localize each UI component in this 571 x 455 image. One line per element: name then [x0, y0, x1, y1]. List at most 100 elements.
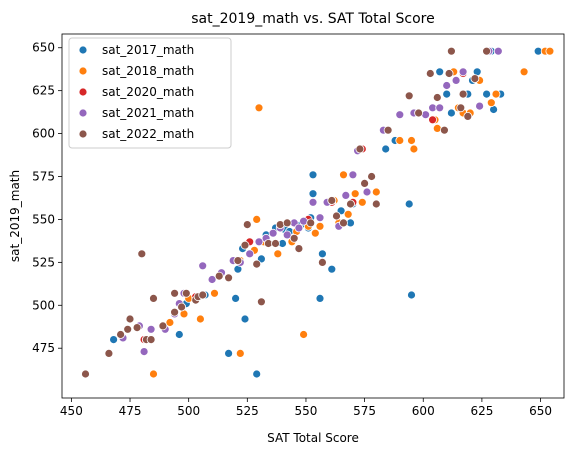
- y-axis-label: sat_2019_math: [8, 170, 22, 262]
- x-tick-label: 650: [529, 404, 552, 418]
- legend-marker: [78, 129, 88, 139]
- data-point: [149, 369, 158, 379]
- data-point: [456, 103, 466, 113]
- legend-marker: [78, 66, 88, 76]
- data-point: [306, 218, 316, 228]
- x-tick-label: 475: [119, 404, 142, 418]
- data-point: [383, 125, 393, 135]
- data-point: [327, 264, 337, 274]
- data-point: [519, 67, 529, 77]
- data-point: [470, 74, 480, 83]
- data-point: [252, 259, 262, 269]
- x-tick-label: 525: [236, 404, 259, 418]
- data-point: [195, 314, 205, 324]
- data-point: [339, 170, 348, 180]
- y-tick-label: 475: [32, 341, 55, 355]
- data-point: [444, 69, 454, 78]
- data-point: [123, 324, 133, 334]
- data-point: [308, 170, 318, 180]
- data-point: [545, 46, 555, 56]
- data-point: [432, 123, 442, 133]
- data-point: [493, 46, 503, 56]
- data-point: [273, 249, 283, 259]
- data-point: [355, 144, 365, 154]
- data-point: [435, 103, 445, 113]
- data-point: [350, 189, 360, 199]
- data-point: [146, 324, 156, 334]
- data-point: [343, 209, 353, 219]
- y-tick-label: 600: [32, 127, 55, 141]
- legend-label: sat_2021_math: [102, 106, 194, 120]
- data-point: [315, 221, 325, 231]
- points-layer: [81, 46, 555, 379]
- data-point: [442, 81, 452, 90]
- data-point: [482, 46, 492, 56]
- data-point: [432, 93, 442, 102]
- data-point: [446, 108, 456, 118]
- data-point: [395, 110, 405, 120]
- data-point: [308, 189, 318, 199]
- data-point: [170, 288, 180, 298]
- data-point: [125, 314, 135, 324]
- x-tick-label: 600: [412, 404, 435, 418]
- data-point: [181, 288, 191, 298]
- data-point: [132, 323, 142, 333]
- data-point: [224, 273, 234, 283]
- data-point: [367, 172, 377, 181]
- data-point: [137, 249, 147, 259]
- x-tick-label: 575: [353, 404, 376, 418]
- data-point: [252, 369, 262, 379]
- data-point: [289, 233, 299, 243]
- y-axis-ticks: 475 500 525 550 575 600 625 650: [32, 41, 62, 355]
- data-point: [327, 196, 337, 205]
- data-point: [404, 199, 414, 209]
- data-point: [268, 228, 278, 238]
- data-point: [240, 314, 250, 324]
- data-point: [346, 199, 355, 209]
- data-point: [233, 256, 243, 266]
- data-point: [198, 261, 208, 271]
- data-point: [104, 348, 114, 358]
- x-tick-label: 500: [177, 404, 200, 418]
- legend-marker: [78, 87, 88, 97]
- data-point: [299, 216, 309, 226]
- data-point: [491, 89, 501, 99]
- data-point: [235, 348, 245, 358]
- data-point: [446, 46, 456, 56]
- data-point: [339, 218, 348, 228]
- data-point: [177, 302, 187, 312]
- data-point: [240, 240, 250, 250]
- data-point: [242, 220, 252, 230]
- data-point: [224, 348, 234, 358]
- y-tick-label: 525: [32, 255, 55, 269]
- y-tick-label: 625: [32, 84, 55, 98]
- data-point: [407, 290, 416, 300]
- data-point: [256, 297, 266, 307]
- data-point: [348, 170, 358, 180]
- data-point: [81, 369, 90, 379]
- data-point: [310, 228, 320, 238]
- data-point: [170, 307, 180, 317]
- chart-title: sat_2019_math vs. SAT Total Score: [191, 11, 435, 27]
- data-point: [282, 230, 292, 240]
- data-point: [165, 318, 175, 327]
- data-point: [371, 187, 381, 197]
- data-point: [360, 178, 370, 188]
- x-tick-label: 625: [470, 404, 493, 418]
- data-point: [381, 144, 391, 154]
- legend-marker: [78, 45, 88, 55]
- data-point: [315, 213, 325, 223]
- data-point: [486, 98, 496, 108]
- data-point: [451, 76, 461, 85]
- data-point: [442, 89, 452, 99]
- data-point: [371, 199, 381, 209]
- y-tick-label: 550: [32, 212, 55, 226]
- data-point: [435, 67, 445, 77]
- data-point: [245, 249, 255, 259]
- legend-label: sat_2018_math: [102, 64, 194, 78]
- data-point: [299, 330, 309, 339]
- data-point: [407, 136, 416, 145]
- data-point: [254, 103, 264, 113]
- data-point: [463, 112, 473, 121]
